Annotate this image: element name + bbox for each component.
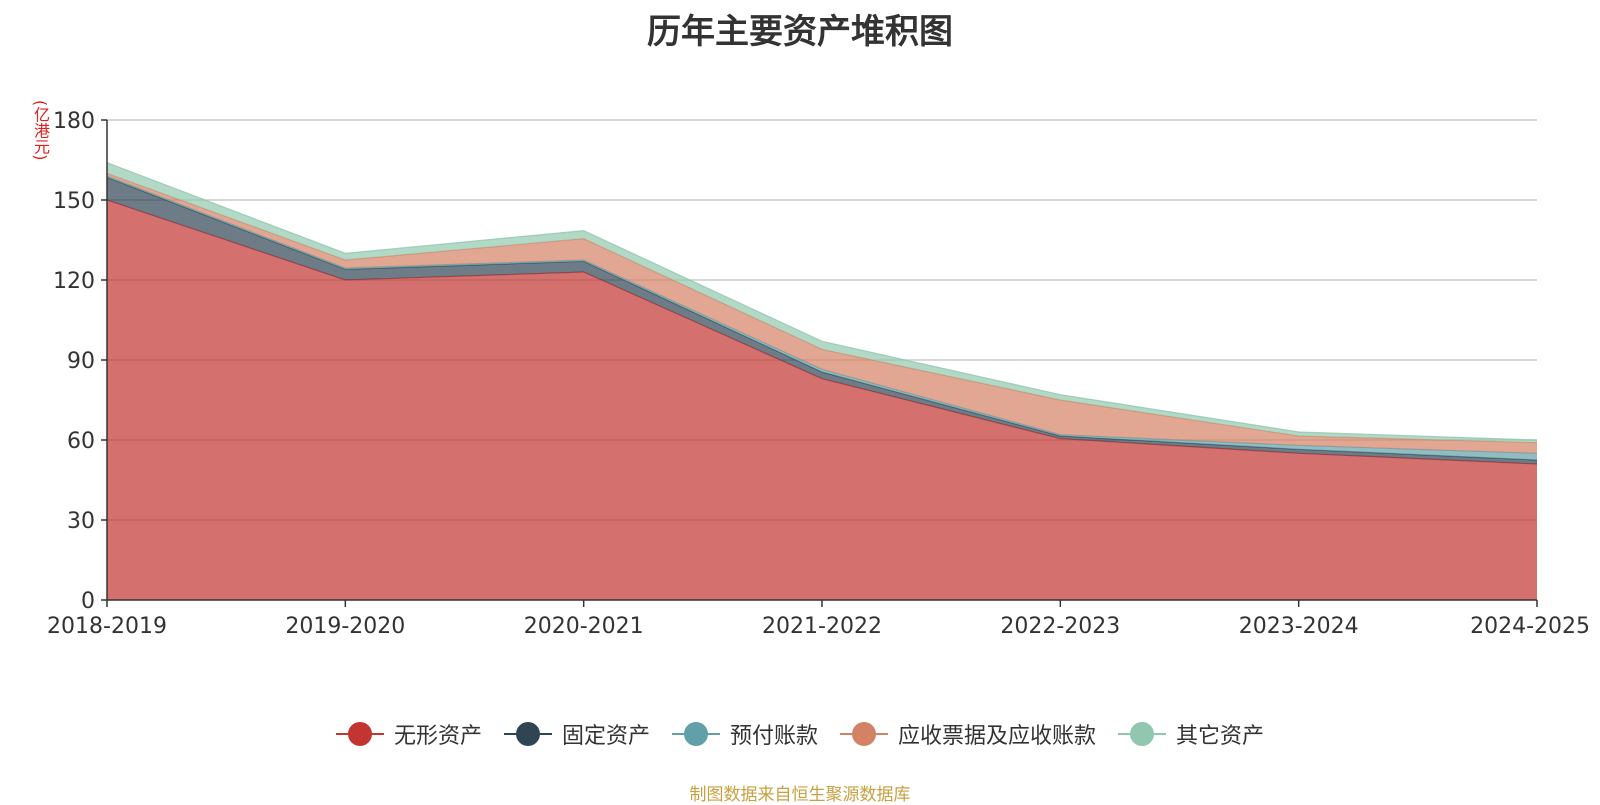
x-tick-label: 2018-2019 (47, 614, 167, 639)
legend-marker (503, 721, 552, 747)
legend-item[interactable]: 无形资产 (335, 718, 482, 750)
legend-marker (840, 721, 888, 747)
y-axis-unit-label: (亿港元) (31, 100, 50, 161)
legend-item[interactable]: 预付账款 (671, 718, 818, 750)
y-tick-label: 90 (67, 349, 95, 374)
legend-marker (671, 721, 720, 747)
legend-label: 无形资产 (393, 724, 482, 749)
legend-dot (852, 722, 876, 746)
area-series-1 (107, 200, 1537, 600)
legend-item[interactable]: 其它资产 (1118, 718, 1264, 750)
legend-dot (347, 722, 372, 746)
y-tick-label: 30 (67, 509, 95, 534)
legend: 无形资产 固定资产 预付账款 应收票据及应收账款 其它资产 (0, 718, 1600, 750)
legend-marker (1118, 721, 1167, 747)
axes: 0 30 60 90 120 150 180 2018-2019 2019-2020 2020-2… (47, 109, 1590, 639)
y-tick-label: 60 (67, 429, 95, 454)
legend-label: 预付账款 (729, 724, 818, 749)
legend-marker (335, 721, 384, 747)
legend-dot (683, 722, 708, 746)
legend-dot (515, 722, 540, 746)
x-tick-label: 2024-2025 (1470, 614, 1590, 639)
source-note: 制图数据来自恒生聚源数据库 (689, 785, 911, 805)
x-tick-label: 2021-2022 (762, 614, 882, 639)
series-line-5 (106, 162, 1538, 441)
legend-dot (1130, 722, 1155, 746)
legend-label: 其它资产 (1176, 724, 1265, 749)
x-tick-label: 2022-2023 (1000, 614, 1120, 639)
y-tick-label: 0 (81, 589, 95, 614)
chart-title: 历年主要资产堆积图 (647, 12, 953, 52)
legend-label: 应收票据及应收账款 (898, 724, 1097, 749)
x-tick-label: 2023-2024 (1239, 614, 1359, 639)
legend-label: 固定资产 (561, 724, 650, 749)
stacked-areas (106, 162, 1538, 600)
x-tick-label: 2020-2021 (524, 614, 644, 639)
y-tick-label: 180 (53, 109, 95, 134)
y-tick-label: 150 (53, 189, 95, 214)
legend-item[interactable]: 应收票据及应收账款 (840, 718, 1096, 750)
x-tick-label: 2019-2020 (285, 614, 405, 639)
legend-item[interactable]: 固定资产 (503, 718, 650, 750)
y-tick-label: 120 (53, 269, 95, 294)
